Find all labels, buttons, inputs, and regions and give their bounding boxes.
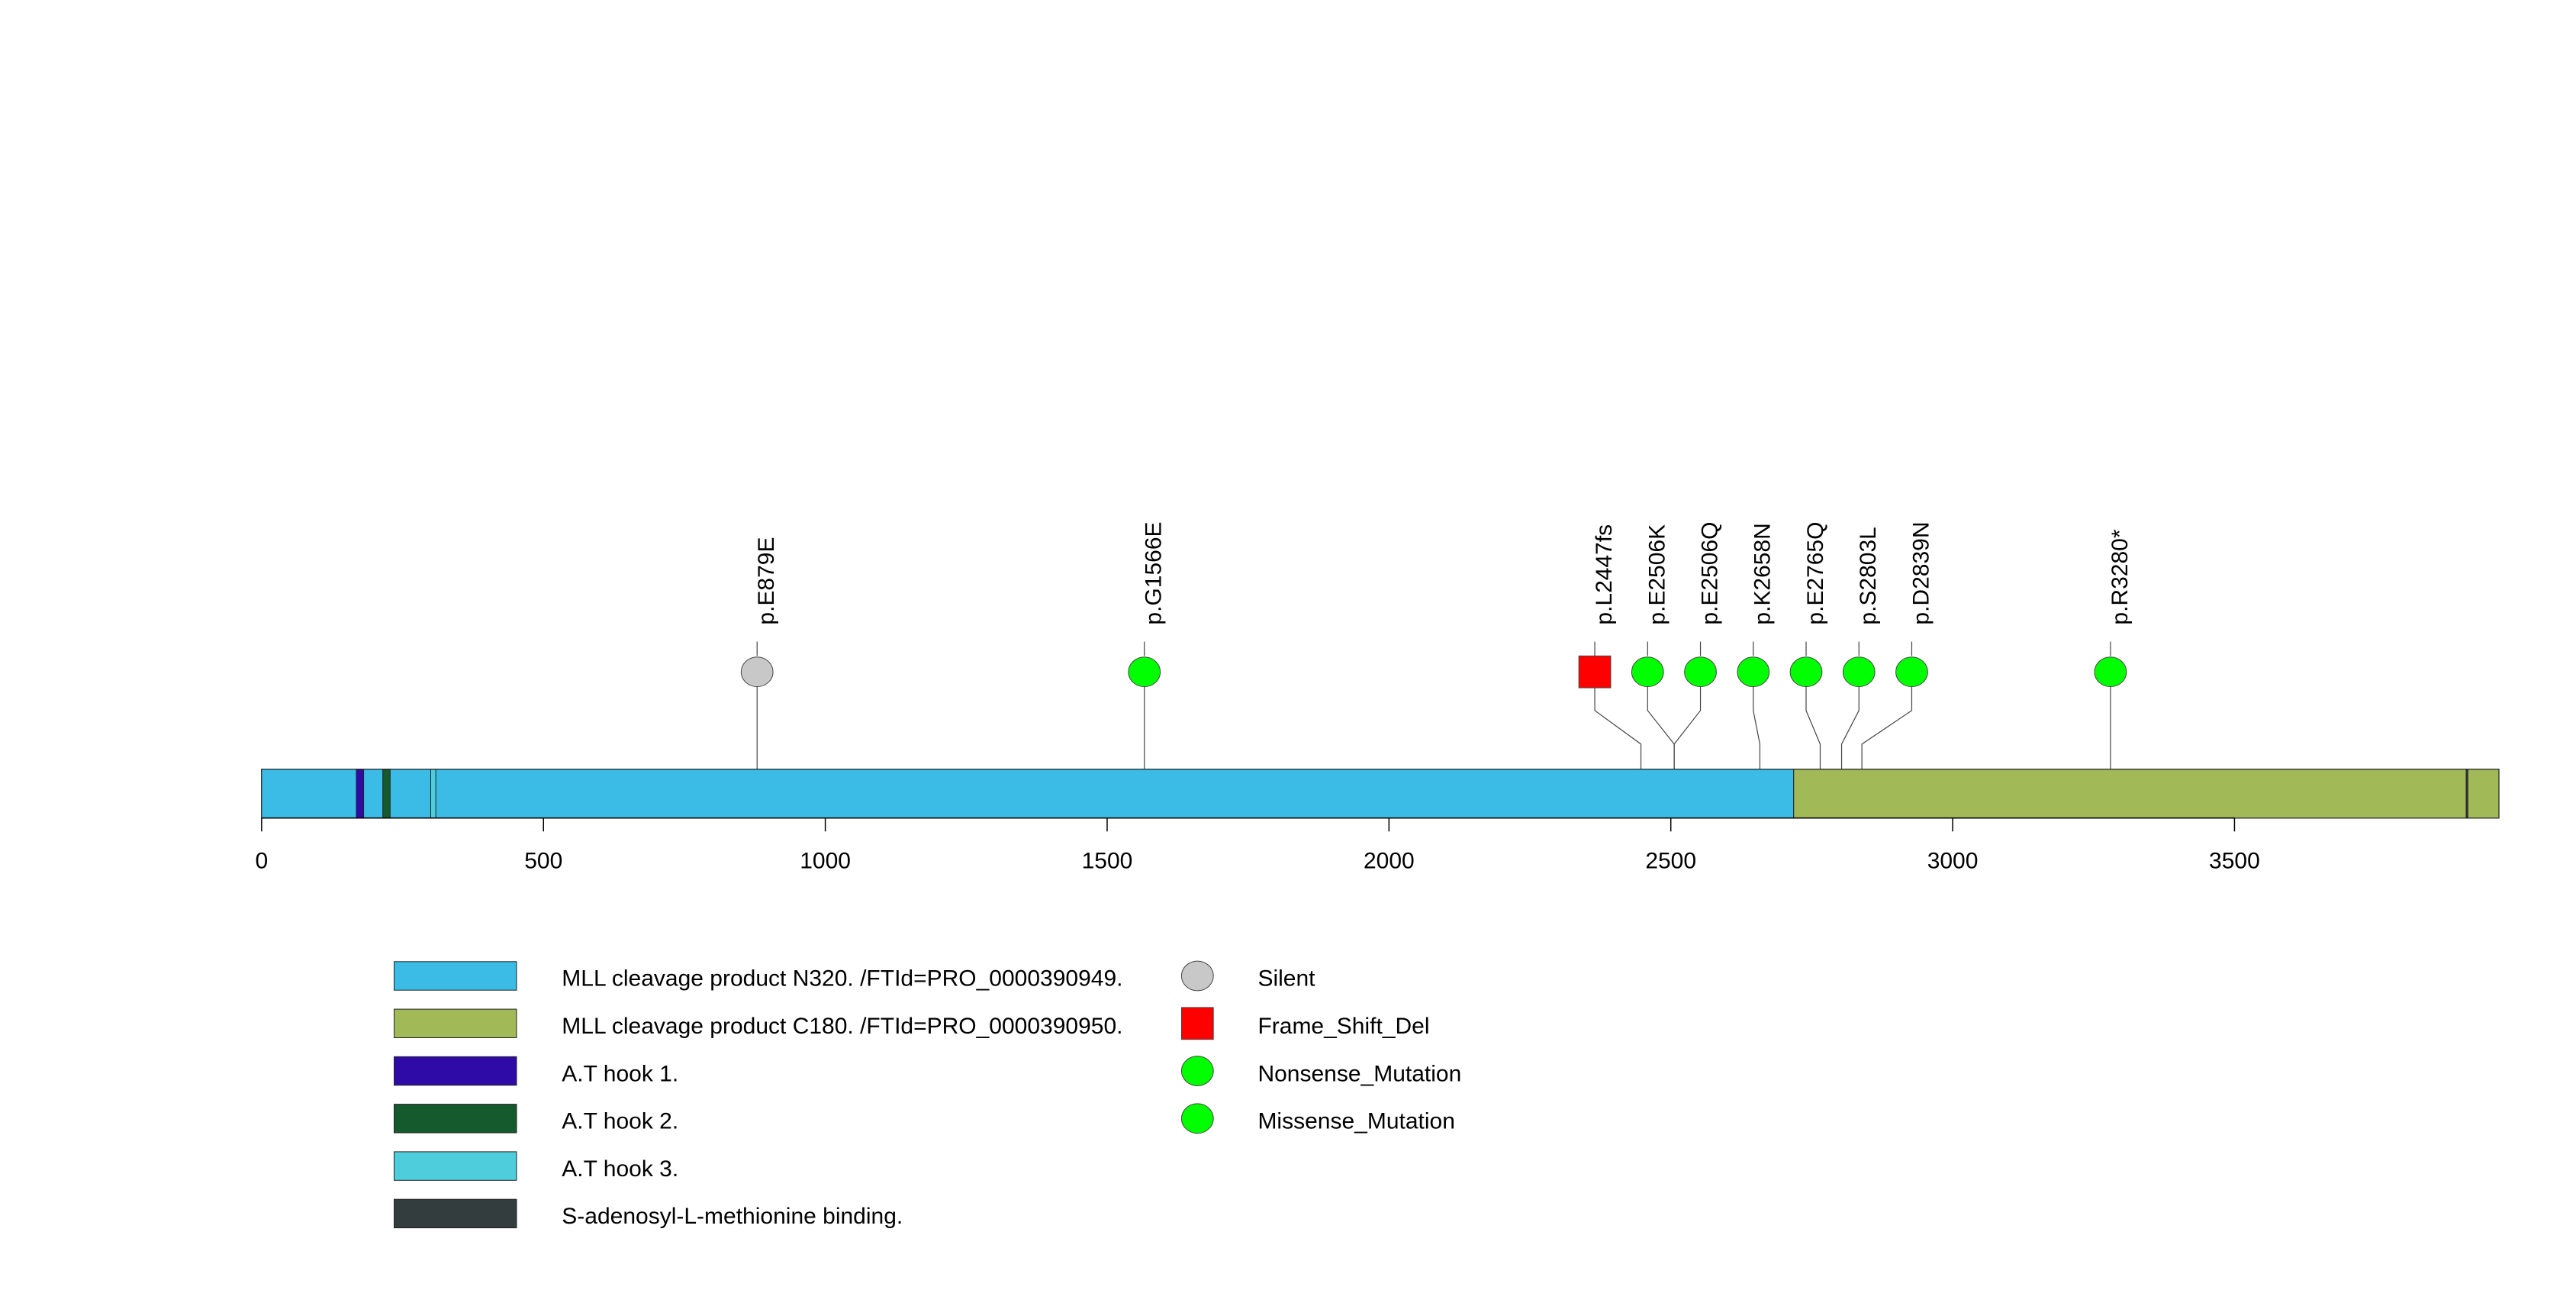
mutation-label: p.E879E xyxy=(754,537,779,625)
legend-domain-label: A.T hook 1. xyxy=(562,1061,678,1086)
mutation-label: p.S2803L xyxy=(1856,527,1881,624)
x-tick-label: 1000 xyxy=(800,849,851,874)
legend-type-swatch xyxy=(1180,960,1214,992)
domain-5 xyxy=(2465,769,2468,819)
legend: MLL cleavage product N320. /FTId=PRO_000… xyxy=(394,960,1461,1229)
legend-type-swatch xyxy=(1180,1007,1214,1040)
mutation-marker xyxy=(1737,656,1770,688)
legend-domain-label: A.T hook 2. xyxy=(562,1109,678,1134)
legend-domain-swatch xyxy=(394,1198,517,1229)
legend-domain-label: MLL cleavage product C180. /FTId=PRO_000… xyxy=(562,1014,1122,1039)
protein-track xyxy=(261,769,2500,819)
mutation-marker xyxy=(1895,656,1928,688)
x-tick-label: 500 xyxy=(524,849,562,874)
mutation-label: p.E2765Q xyxy=(1803,521,1828,624)
mutation-marker xyxy=(1578,655,1612,689)
mutation-label: p.E2506K xyxy=(1644,524,1670,625)
domain-2 xyxy=(356,769,365,819)
legend-domain-swatch xyxy=(394,1104,517,1134)
x-tick-label: 3000 xyxy=(1927,849,1979,874)
mutation-label: p.K2658N xyxy=(1750,523,1776,624)
legend-domain-label: S-adenosyl-L-methionine binding. xyxy=(562,1204,903,1229)
domain-3 xyxy=(382,769,391,819)
legend-type-label: Silent xyxy=(1257,966,1315,992)
mutation-marker xyxy=(1789,656,1823,688)
mutation-label: p.E2506Q xyxy=(1698,521,1723,624)
x-tick-label: 1500 xyxy=(1082,849,1133,874)
domain-1 xyxy=(1793,769,2500,819)
legend-type-label: Nonsense_Mutation xyxy=(1257,1061,1461,1086)
legend-type-swatch xyxy=(1180,1056,1214,1086)
legend-type-label: Missense_Mutation xyxy=(1257,1109,1454,1134)
mutation-markers: p.E879E p.G1566E p.L2447fs p.E2506K p.E2506Q… xyxy=(740,521,2133,689)
mutation-label: p.D2839N xyxy=(1908,522,1934,625)
legend-domain-label: A.T hook 3. xyxy=(562,1156,678,1182)
mutation-marker xyxy=(740,656,774,688)
mutation-marker xyxy=(1631,656,1664,688)
legend-domain-swatch xyxy=(394,961,517,991)
domain-4 xyxy=(430,769,436,819)
domain-0 xyxy=(261,769,1795,819)
x-tick-label: 2000 xyxy=(1364,849,1415,874)
mutation-marker xyxy=(1684,656,1717,688)
x-tick-label: 0 xyxy=(256,849,269,874)
mutation-label: p.L2447fs xyxy=(1592,524,1617,625)
legend-domain-swatch xyxy=(394,1056,517,1086)
legend-domain-swatch xyxy=(394,1008,517,1038)
mutation-label: p.G1566E xyxy=(1141,521,1167,624)
x-tick-label: 2500 xyxy=(1645,849,1696,874)
legend-type-label: Frame_Shift_Del xyxy=(1257,1014,1429,1039)
mutation-marker xyxy=(2094,656,2127,688)
legend-domain-swatch xyxy=(394,1151,517,1181)
mutation-marker xyxy=(1128,656,1161,688)
x-tick-label: 3500 xyxy=(2209,849,2260,874)
legend-domain-label: MLL cleavage product N320. /FTId=PRO_000… xyxy=(562,966,1122,992)
mutation-marker xyxy=(1842,656,1876,688)
x-axis: 0 500 1000 1500 2000 2500 3000 3500 xyxy=(256,817,2260,874)
legend-type-swatch xyxy=(1180,1103,1214,1134)
mutation-label: p.R3280* xyxy=(2107,529,2133,624)
